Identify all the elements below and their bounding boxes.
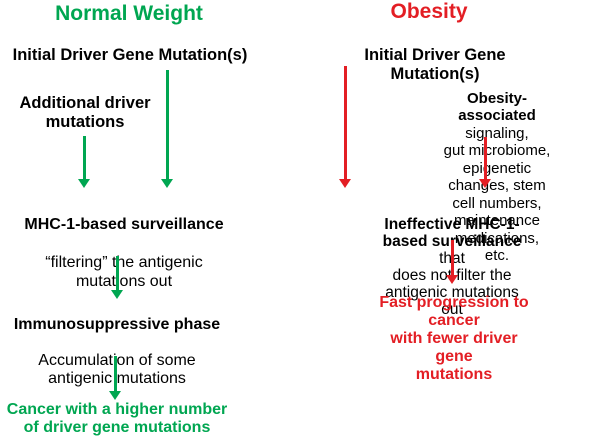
arrow-head [446,275,458,284]
mhc-surveillance-description: “filtering” the antigenic mutations out [45,254,203,290]
arrow-head [111,290,123,299]
immunosuppressive-phase-description: Accumulation of some antigenic mutations [38,352,196,387]
arrow-head [78,179,90,188]
arrow-stem [115,256,119,290]
normal-weight-column-title: Normal Weight [55,2,203,25]
ineffective-surveillance-rest-text: that does not filter the antigenic mutat… [385,250,519,318]
down-arrow-initial-to-ineffective [339,66,351,188]
down-arrow-additional-to-surveillance [78,136,90,188]
obesity-factors-rest-text: signaling, gut microbiome, epigenetic ch… [443,124,551,265]
arrow-stem [483,137,487,179]
down-arrow-ineffective-to-progression [446,240,458,284]
fast-progression-outcome-text: Fast progression to cancer with fewer dr… [379,294,529,383]
arrow-stem [165,70,169,179]
mhc-surveillance-title: MHC-1-based surveillance [24,216,224,233]
arrow-stem [450,240,454,275]
additional-driver-mutations-text: Additional driver mutations [19,94,151,131]
arrow-stem [113,356,117,391]
initial-driver-mutation-text-left: Initial Driver Gene Mutation(s) [12,46,248,64]
obesity-factors-bold-text: Obesity-associated [458,89,536,125]
arrow-stem [82,136,86,179]
cancer-outcome-text-left: Cancer with a higher number of driver ge… [6,401,228,436]
ineffective-surveillance-node: Ineffective MHC-1-based surveillance tha… [374,199,531,318]
initial-driver-mutation-text-right: Initial Driver Gene Mutation(s) [364,46,506,83]
arrow-head [479,179,491,188]
down-arrow-initial-to-surveillance-left [161,70,173,188]
immunosuppressive-phase-title: Immunosuppressive phase [13,316,221,333]
arrow-head [109,391,121,400]
down-arrow-surveillance-to-immuno [111,256,123,299]
arrow-head [339,179,351,188]
arrow-stem [343,66,347,179]
arrow-head [161,179,173,188]
obesity-factors-node: Obesity-associated signaling, gut microb… [441,72,553,265]
down-arrow-immuno-to-cancer [109,356,121,400]
down-arrow-factors-to-ineffective [479,137,491,188]
immunosuppressive-phase-node: Immunosuppressive phase Accumulation of … [14,298,220,406]
obesity-column-title: Obesity [390,0,468,23]
mhc-surveillance-node: MHC-1-based surveillance “filtering” the… [24,196,223,310]
ineffective-surveillance-bold-text: Ineffective MHC-1-based surveillance [382,216,522,250]
